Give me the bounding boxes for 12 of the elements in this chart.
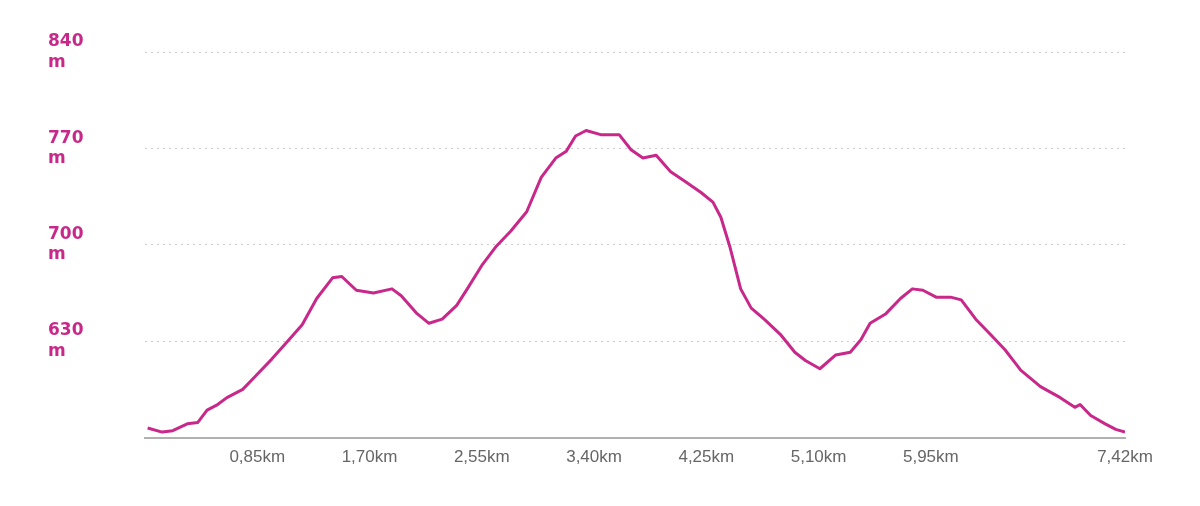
x-tick-label: 1,70km: [341, 447, 398, 467]
x-tick-label: 2,55km: [453, 447, 510, 467]
x-tick-label: 5,10km: [790, 447, 847, 467]
y-tick-label: 630 m: [48, 319, 84, 360]
x-tick-label: 3,40km: [566, 447, 622, 467]
y-tick-label: 840 m: [48, 30, 84, 71]
x-tick-label: 0,85km: [229, 447, 286, 467]
x-tick-label: 4,25km: [678, 447, 735, 467]
y-tick-label: 770 m: [48, 126, 84, 168]
x-tick-label: 5,95km: [902, 447, 959, 467]
y-tick-label: 700 m: [48, 223, 84, 264]
x-tick-label: 7,42km: [1097, 447, 1153, 467]
